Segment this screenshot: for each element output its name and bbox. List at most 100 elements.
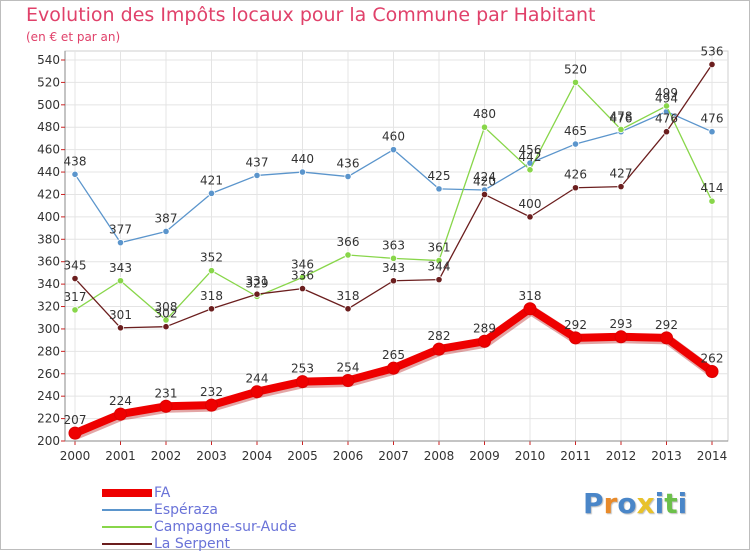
data-label: 318: [200, 289, 223, 303]
x-tick-label: 2008: [424, 449, 455, 463]
logo-letter: r: [603, 487, 618, 520]
data-label: 345: [64, 259, 87, 273]
data-label: 331: [246, 274, 269, 288]
legend-label: FA: [154, 485, 171, 501]
legend-label: Campagne-sur-Aude: [154, 519, 297, 535]
data-label: 293: [610, 317, 633, 331]
data-label: 363: [382, 238, 405, 252]
data-label: 292: [564, 318, 587, 332]
data-point: [614, 330, 628, 344]
y-tick-label: 200: [37, 434, 60, 448]
data-label: 499: [655, 86, 678, 100]
x-tick-label: 2005: [287, 449, 318, 463]
data-point: [435, 256, 443, 265]
y-tick-label: 520: [37, 75, 60, 89]
data-point: [207, 189, 216, 197]
logo-letter: o: [617, 487, 637, 520]
y-tick-label: 380: [37, 232, 60, 246]
logo-letter: P: [583, 487, 604, 520]
data-label: 254: [337, 360, 360, 374]
x-tick-label: 2012: [606, 449, 637, 463]
data-point: [480, 190, 489, 199]
data-label: 336: [291, 269, 314, 283]
data-label: 253: [291, 362, 314, 376]
data-point: [708, 128, 716, 136]
data-point: [71, 274, 79, 283]
data-point: [116, 239, 125, 247]
data-label: 425: [428, 169, 451, 183]
data-point: [253, 171, 261, 180]
data-label: 265: [382, 348, 405, 362]
chart-title: Evolution des Impôts locaux pour la Comm…: [26, 4, 596, 26]
data-point: [344, 251, 352, 259]
data-point: [116, 277, 125, 285]
data-label: 414: [701, 181, 724, 195]
data-point: [571, 140, 580, 148]
y-tick-label: 360: [37, 255, 60, 269]
data-label: 476: [610, 112, 633, 126]
data-label: 289: [473, 321, 496, 335]
data-label: 377: [109, 223, 132, 237]
x-tick-label: 2006: [333, 449, 364, 463]
data-point: [435, 185, 443, 193]
data-label: 437: [246, 155, 269, 169]
data-point: [526, 213, 534, 221]
data-point: [253, 290, 261, 298]
plot-area: [64, 50, 729, 442]
data-point: [523, 302, 537, 316]
data-label: 344: [428, 260, 451, 274]
data-label: 421: [200, 173, 223, 187]
data-point: [526, 166, 534, 174]
data-label: 536: [701, 44, 724, 58]
data-point: [387, 361, 400, 375]
x-tick-label: 2010: [515, 449, 546, 463]
data-point: [571, 184, 580, 192]
data-point: [298, 284, 307, 293]
data-point: [341, 373, 355, 387]
data-point: [114, 407, 127, 421]
data-label: 244: [246, 372, 269, 386]
data-point: [207, 305, 216, 313]
data-point: [71, 306, 79, 314]
x-tick-label: 2007: [378, 449, 409, 463]
data-label: 329: [246, 276, 269, 290]
data-point: [480, 123, 489, 131]
data-point: [708, 60, 716, 69]
y-tick-label: 540: [37, 53, 60, 67]
data-point: [389, 146, 398, 154]
data-label: 476: [655, 112, 678, 126]
x-tick-label: 2003: [196, 449, 227, 463]
logo-letter: x: [636, 487, 655, 520]
x-tick-label: 2004: [242, 449, 273, 463]
data-point: [298, 273, 307, 281]
data-point: [389, 254, 398, 262]
data-label: 302: [155, 307, 178, 321]
data-label: 426: [564, 168, 587, 182]
y-tick-label: 320: [37, 300, 60, 314]
data-point: [344, 305, 352, 313]
data-label: 232: [200, 385, 223, 399]
legend-swatch: [102, 526, 152, 528]
data-point: [705, 365, 719, 379]
data-label: 480: [473, 107, 496, 121]
data-point: [205, 398, 218, 412]
data-point: [207, 267, 216, 275]
data-label: 424: [473, 170, 496, 184]
data-label: 465: [564, 124, 587, 138]
data-point: [569, 331, 582, 345]
proxiti-logo: Proxiti: [583, 487, 687, 520]
y-tick-label: 240: [37, 389, 60, 403]
data-label: 427: [610, 167, 633, 181]
legend-swatch: [102, 489, 152, 497]
y-tick-label: 280: [37, 344, 60, 358]
data-label: 438: [64, 154, 87, 168]
data-label: 520: [564, 62, 587, 76]
data-label: 308: [155, 300, 178, 314]
x-tick-label: 2013: [651, 449, 682, 463]
data-point: [68, 426, 82, 440]
data-label: 292: [655, 318, 678, 332]
logo-letter: i: [654, 487, 665, 520]
chart-subtitle: (en € et par an): [26, 30, 121, 44]
data-label: 352: [200, 251, 223, 265]
